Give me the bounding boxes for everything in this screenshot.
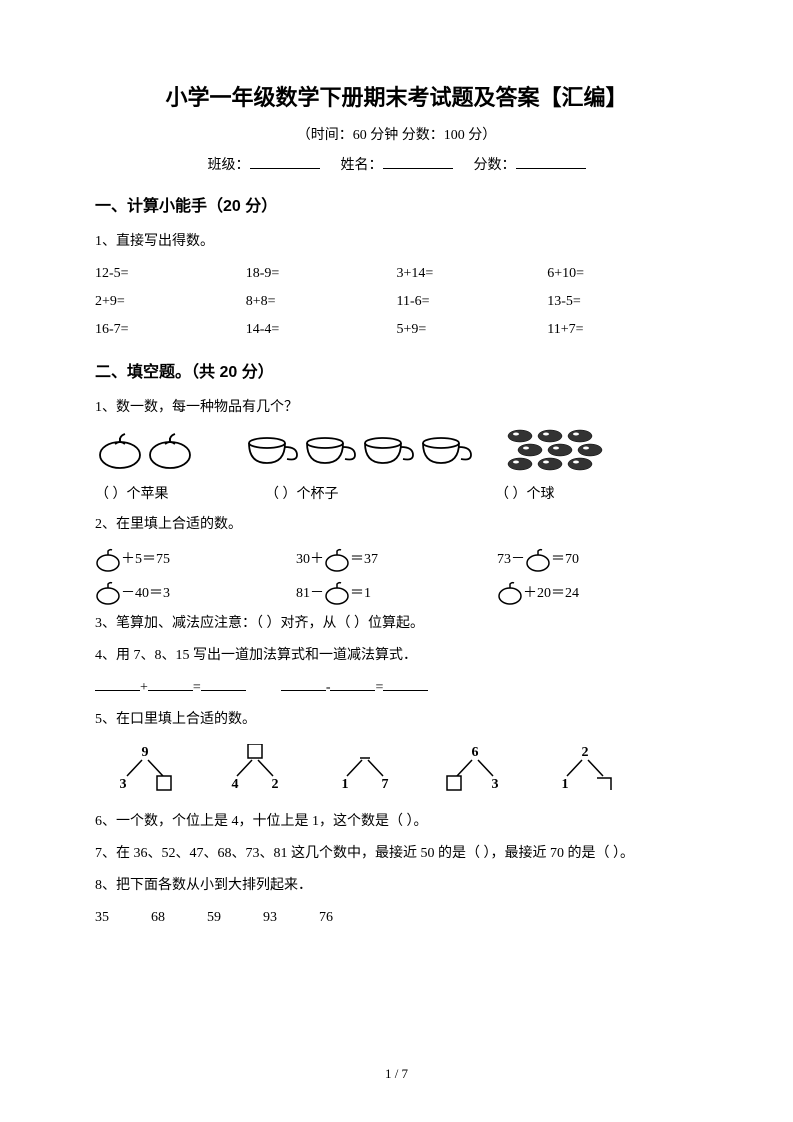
ball-icon bbox=[505, 428, 615, 472]
apple-small-icon bbox=[525, 548, 551, 572]
eq-cell: ＋20＝24 bbox=[497, 577, 698, 611]
svg-text:1: 1 bbox=[342, 777, 349, 792]
img-row bbox=[95, 428, 698, 477]
tree-row: 9 3 4 2 1 7 6 3 2 1 bbox=[95, 744, 698, 794]
tree-4: 6 3 bbox=[445, 744, 505, 794]
calc-cell: 14-4= bbox=[246, 316, 397, 344]
calc-cell: 3+14= bbox=[397, 260, 548, 288]
eq-cell: ＋5＝75 bbox=[95, 543, 296, 577]
calc-row-0: 12-5= 18-9= 3+14= 6+10= bbox=[95, 260, 698, 288]
q2-2: 2、在里填上合适的数。 bbox=[95, 511, 698, 539]
apple-group bbox=[95, 430, 225, 475]
svg-text:3: 3 bbox=[492, 777, 499, 792]
eq-text: 73－ bbox=[497, 543, 525, 577]
eq-row-1: ＋5＝75 30＋ ＝37 73－ ＝70 bbox=[95, 543, 698, 577]
calc-cell: 18-9= bbox=[246, 260, 397, 288]
ball-group bbox=[505, 428, 635, 477]
apple-small-icon bbox=[95, 548, 121, 572]
info-line: 班级： 姓名： 分数： bbox=[95, 154, 698, 174]
eq-cell: 30＋ ＝37 bbox=[296, 543, 497, 577]
cup-group bbox=[245, 430, 475, 475]
apple-small-icon bbox=[324, 581, 350, 605]
tree-1: 9 3 bbox=[115, 744, 175, 794]
apple-small-icon bbox=[95, 581, 121, 605]
apple-small-icon bbox=[497, 581, 523, 605]
apple-label: （ ）个苹果 bbox=[95, 483, 265, 503]
q2-7: 7、在 36、52、47、68、73、81 这几个数中，最接近 50 的是（ ）… bbox=[95, 840, 698, 868]
svg-text:2: 2 bbox=[272, 777, 279, 792]
eq-text: ＋5＝75 bbox=[121, 543, 170, 577]
eq-text: ＝70 bbox=[551, 543, 579, 577]
svg-text:9: 9 bbox=[142, 745, 149, 760]
eq-cell: 81－ ＝1 bbox=[296, 577, 497, 611]
eq-cell: 73－ ＝70 bbox=[497, 543, 698, 577]
q2-8: 8、把下面各数从小到大排列起来． bbox=[95, 872, 698, 900]
page-title: 小学一年级数学下册期末考试题及答案【汇编】 bbox=[95, 80, 698, 112]
section2-header: 二、填空题。（共 20 分） bbox=[95, 358, 698, 382]
calc-cell: 13-5= bbox=[547, 288, 698, 316]
q2-4-blanks: += -= bbox=[95, 674, 698, 702]
name-label: 姓名： bbox=[341, 158, 383, 173]
q2-6: 6、一个数，个位上是 4，十位上是 1，这个数是（ ）。 bbox=[95, 808, 698, 836]
svg-text:4: 4 bbox=[232, 777, 239, 792]
page-number: 1 / 7 bbox=[0, 1066, 793, 1082]
class-blank bbox=[250, 155, 320, 169]
calc-cell: 16-7= bbox=[95, 316, 246, 344]
calc-row-2: 16-7= 14-4= 5+9= 11+7= bbox=[95, 316, 698, 344]
class-label: 班级： bbox=[208, 158, 250, 173]
calc-row-1: 2+9= 8+8= 11-6= 13-5= bbox=[95, 288, 698, 316]
section1-header: 一、计算小能手（20 分） bbox=[95, 192, 698, 216]
svg-text:7: 7 bbox=[382, 777, 389, 792]
svg-text:1: 1 bbox=[562, 777, 569, 792]
q2-5: 5、在口里填上合适的数。 bbox=[95, 706, 698, 734]
calc-cell: 5+9= bbox=[397, 316, 548, 344]
score-blank bbox=[516, 155, 586, 169]
label-row: （ ）个苹果 （ ）个杯子 （ ）个球 bbox=[95, 483, 698, 503]
eq-text: 30＋ bbox=[296, 543, 324, 577]
q1-1: 1、直接写出得数。 bbox=[95, 228, 698, 256]
ball-label: （ ）个球 bbox=[465, 483, 625, 503]
tree-3: 1 7 bbox=[335, 744, 395, 794]
calc-cell: 11+7= bbox=[547, 316, 698, 344]
eq-cell: －40＝3 bbox=[95, 577, 296, 611]
calc-cell: 6+10= bbox=[547, 260, 698, 288]
subtitle: （时间：60 分钟 分数：100 分） bbox=[95, 124, 698, 144]
cup-icon bbox=[245, 430, 475, 470]
svg-text:6: 6 bbox=[472, 745, 479, 760]
calc-cell: 12-5= bbox=[95, 260, 246, 288]
q2-1: 1、数一数，每一种物品有几个？ bbox=[95, 394, 698, 422]
name-blank bbox=[383, 155, 453, 169]
q2-4: 4、用 7、8、15 写出一道加法算式和一道减法算式． bbox=[95, 642, 698, 670]
calc-cell: 11-6= bbox=[397, 288, 548, 316]
eq-text: ＝1 bbox=[350, 577, 371, 611]
calc-cell: 8+8= bbox=[246, 288, 397, 316]
eq-text: ＝37 bbox=[350, 543, 378, 577]
apple-small-icon bbox=[324, 548, 350, 572]
calc-cell: 2+9= bbox=[95, 288, 246, 316]
tree-5: 2 1 bbox=[555, 744, 615, 794]
eq-text: 81－ bbox=[296, 577, 324, 611]
q2-3: 3、笔算加、减法应注意：（ ）对齐，从（ ）位算起。 bbox=[95, 610, 698, 638]
eq-text: －40＝3 bbox=[121, 577, 170, 611]
score-label: 分数： bbox=[474, 158, 516, 173]
eq-text: ＋20＝24 bbox=[523, 577, 579, 611]
eq-row-2: －40＝3 81－ ＝1 ＋20＝24 bbox=[95, 577, 698, 611]
svg-text:2: 2 bbox=[582, 745, 589, 760]
apple-icon bbox=[95, 430, 215, 470]
cup-label: （ ）个杯子 bbox=[265, 483, 465, 503]
q2-8-nums: 35 68 59 93 76 bbox=[95, 904, 698, 932]
tree-2: 4 2 bbox=[225, 744, 285, 794]
svg-text:3: 3 bbox=[120, 777, 127, 792]
